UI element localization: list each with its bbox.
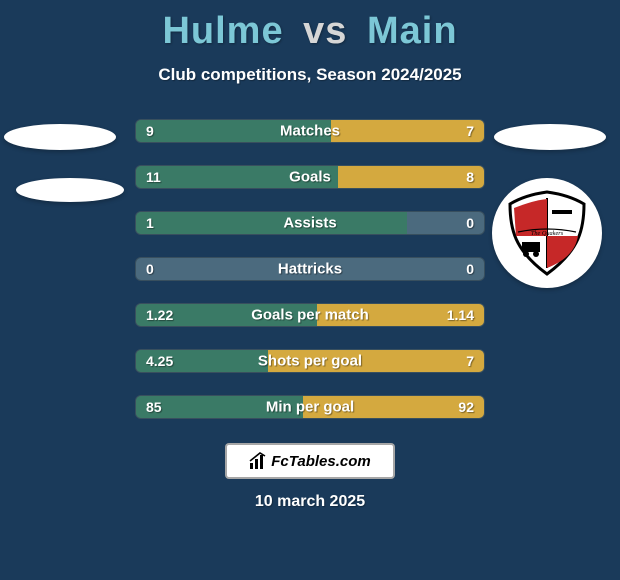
stat-label: Hattricks: [278, 261, 342, 278]
stat-value-right: 0: [466, 215, 474, 231]
stat-label: Min per goal: [266, 399, 354, 416]
vs-label: vs: [303, 10, 347, 52]
player2-name: Main: [367, 10, 458, 52]
stat-row: 11 Goals 8: [135, 165, 485, 189]
site-name: FcTables.com: [271, 453, 370, 470]
stat-label: Goals: [289, 169, 331, 186]
stat-label: Matches: [280, 123, 340, 140]
stat-label: Goals per match: [251, 307, 369, 324]
stat-row: 9 Matches 7: [135, 119, 485, 143]
stat-value-right: 1.14: [447, 307, 474, 323]
stat-row: 0 Hattricks 0: [135, 257, 485, 281]
stat-row: 4.25 Shots per goal 7: [135, 349, 485, 373]
stat-value-right: 7: [466, 353, 474, 369]
crest-banner-text: The Quakers: [531, 230, 564, 237]
right-club-badge: The Quakers: [492, 178, 602, 288]
stat-value-left: 1: [146, 215, 154, 231]
stat-label: Shots per goal: [258, 353, 362, 370]
stat-value-right: 0: [466, 261, 474, 277]
stat-row: 1 Assists 0: [135, 211, 485, 235]
decorative-ellipse: [494, 124, 606, 150]
decorative-ellipse: [16, 178, 124, 202]
page-title: Hulme vs Main: [162, 10, 457, 53]
decorative-ellipse: [4, 124, 116, 150]
stat-row: 1.22 Goals per match 1.14: [135, 303, 485, 327]
stat-value-left: 11: [146, 169, 161, 185]
stat-value-left: 85: [146, 399, 162, 415]
stat-value-left: 4.25: [146, 353, 173, 369]
stat-value-left: 0: [146, 261, 154, 277]
bar-right: [338, 166, 484, 188]
club-crest-icon: The Quakers: [502, 188, 592, 278]
bar-right: [331, 120, 484, 142]
stat-value-right: 8: [466, 169, 474, 185]
site-badge: FcTables.com: [225, 443, 395, 479]
stats-list: 9 Matches 7 11 Goals 8 1 Assists 0 0 Hattricks 0 1.2…: [135, 119, 485, 419]
bar-left: [136, 212, 407, 234]
stat-row: 85 Min per goal 92: [135, 395, 485, 419]
stat-value-left: 9: [146, 123, 154, 139]
stat-value-left: 1.22: [146, 307, 173, 323]
footer-date: 10 march 2025: [255, 493, 365, 511]
player1-name: Hulme: [162, 10, 283, 52]
subtitle: Club competitions, Season 2024/2025: [158, 65, 461, 85]
stat-label: Assists: [283, 215, 336, 232]
chart-icon: [249, 452, 267, 470]
stat-value-right: 7: [466, 123, 474, 139]
comparison-card: Hulme vs Main Club competitions, Season …: [0, 0, 620, 580]
stat-value-right: 92: [458, 399, 474, 415]
